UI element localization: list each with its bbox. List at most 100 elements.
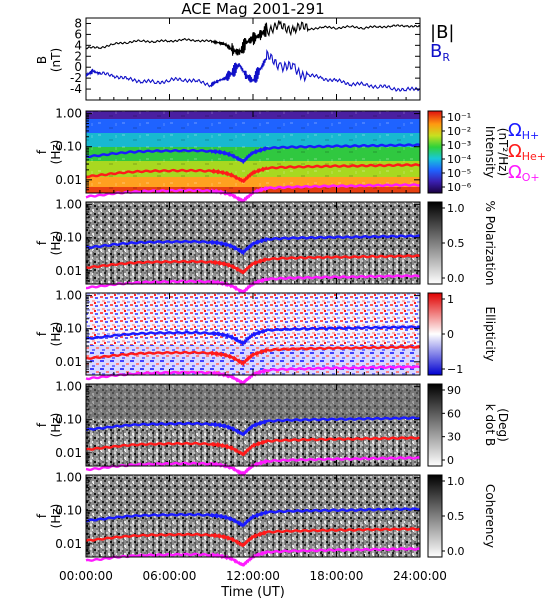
colorbar-tick-label: 0.0	[447, 272, 465, 285]
legend-omega-h: ΩH+	[508, 120, 539, 142]
colorbar-tick-label: 0.5	[447, 510, 465, 523]
legend-radial-field: BR	[430, 41, 450, 64]
colorbar-tick-label: 10⁻³	[447, 139, 471, 152]
f-ytick-label: 0.01	[55, 537, 82, 551]
gyro-line-he	[85, 436, 421, 457]
figure-title: ACE Mag 2001-291	[181, 0, 324, 18]
b-total-line	[86, 20, 420, 56]
gyro-line-o	[85, 183, 421, 204]
f-ytick-label: 0.10	[55, 231, 82, 245]
gyro-line-he	[85, 527, 421, 548]
f-ytick-label: 0.10	[55, 504, 82, 518]
colorbar-tick-label: 10⁻¹	[447, 111, 471, 124]
f-ylabel-unit: (Hz)	[49, 231, 63, 256]
legend-total-field: |B|	[430, 22, 454, 43]
colorbar-label: % Polarization	[483, 201, 497, 286]
gyro-line-h	[85, 325, 421, 346]
colorbar-tick-label: 0	[447, 454, 454, 467]
gyro-line-h	[85, 416, 421, 437]
time-axis: 00:00:00 06:00:00 12:00:00 18:00:00 24:00:00	[59, 18, 447, 583]
x-tick-label: 00:00:00	[59, 569, 113, 583]
colorbars: 10⁻¹10⁻²10⁻³10⁻⁴10⁻⁵10⁻⁶ Intensity (nT²/Hz…	[427, 110, 510, 558]
gyro-line-h	[85, 234, 421, 256]
x-tick-label: 18:00:00	[310, 569, 364, 583]
gyro-line-o	[85, 274, 421, 295]
gyro-line-he	[85, 163, 421, 184]
x-tick-label: 24:00:00	[393, 569, 447, 583]
f-ylabel: f	[35, 513, 49, 518]
f-ytick-label: 1.00	[55, 471, 82, 485]
f-ylabel: f	[35, 422, 49, 427]
b-ytick-label: -2	[70, 71, 82, 85]
f-ylabel: f	[35, 240, 49, 245]
f-ytick-label: 1.00	[55, 289, 82, 303]
f-ytick-label: 1.00	[55, 198, 82, 212]
f-ylabel: f	[35, 149, 49, 154]
colorbar-k-dot-b	[427, 383, 443, 467]
b-ytick-label: 8	[74, 16, 82, 30]
f-ytick-label: 1.00	[55, 380, 82, 394]
colorbar-label: Ellipticity	[483, 307, 497, 362]
colorbar-label: Intensity	[483, 126, 497, 178]
f-ytick-label: 0.10	[55, 413, 82, 427]
b-ytick-label: 6	[74, 27, 82, 41]
colorbar-label: (nT²/Hz)	[496, 128, 510, 176]
colorbar-tick-label: 0.5	[447, 237, 465, 250]
gyro-line-he	[85, 254, 421, 275]
f-ytick-label: 0.10	[55, 140, 82, 154]
f-ylabel-unit: (Hz)	[49, 504, 63, 529]
b-ytick-label: 0	[74, 60, 82, 74]
gyro-line-he	[85, 345, 421, 367]
colorbar-tick-label: 0.0	[447, 545, 465, 558]
colorbar-tick-label: 1	[447, 293, 454, 306]
colorbar-coherency	[427, 474, 443, 558]
f-ylabel-unit: (Hz)	[49, 322, 63, 347]
b-ylabel-line2: (nT)	[49, 48, 63, 72]
colorbar-tick-label: 1.0	[447, 475, 465, 488]
colorbar-label: (Deg)	[496, 408, 510, 442]
colorbar-tick-label: 60	[447, 407, 461, 420]
colorbar-intensity	[427, 110, 443, 194]
colorbar-tick-label: 10⁻⁵	[447, 167, 471, 180]
gyro-legend: ΩH+ ΩHe+ ΩO+	[508, 120, 546, 184]
b-ytick-label: 2	[74, 49, 82, 63]
colorbar-tick-label: 0	[447, 328, 454, 341]
colorbar-tick-label: 10⁻⁶	[447, 181, 472, 194]
legend-omega-o: ΩO+	[508, 162, 540, 184]
f-ytick-label: 0.01	[55, 355, 82, 369]
gyrofrequency-lines	[85, 143, 421, 567]
f-ytick-label: 0.10	[55, 322, 82, 336]
f-ytick-label: 1.00	[55, 107, 82, 121]
f-ylabel-unit: (Hz)	[49, 140, 63, 165]
gyro-line-o	[85, 547, 421, 567]
f-ytick-label: 0.01	[55, 446, 82, 460]
f-ytick-label: 0.01	[55, 264, 82, 278]
b-ytick-label: -4	[70, 82, 82, 96]
colorbar-tick-label: 30	[447, 431, 461, 444]
gyro-line-o	[85, 365, 421, 386]
gyro-line-h	[85, 507, 421, 528]
b-radial-line	[86, 48, 420, 92]
x-axis-label: Time (UT)	[220, 585, 285, 600]
x-tick-label: 06:00:00	[143, 569, 197, 583]
b-ylabel-line1: B	[35, 56, 49, 64]
colorbar-tick-label: 90	[447, 384, 461, 397]
f-ylabel-unit: (Hz)	[49, 413, 63, 438]
x-tick-label: 12:00:00	[226, 569, 280, 583]
colorbar-label: Coherency	[483, 484, 497, 548]
colorbar-tick-label: 1.0	[447, 202, 465, 215]
colorbar-tick-label: −1	[447, 363, 463, 376]
colorbar-ellipticity	[427, 292, 443, 376]
colorbar-tick-label: 10⁻⁴	[447, 153, 472, 166]
colorbar-polarization	[427, 201, 443, 285]
b-series-lines	[86, 20, 420, 92]
colorbar-label: k dot B	[483, 404, 497, 446]
f-ylabel: f	[35, 331, 49, 336]
colorbar-tick-label: 10⁻²	[447, 125, 471, 138]
panel-frame	[85, 17, 421, 101]
f-ytick-label: 0.01	[55, 173, 82, 187]
legend-omega-he: ΩHe+	[508, 141, 546, 163]
